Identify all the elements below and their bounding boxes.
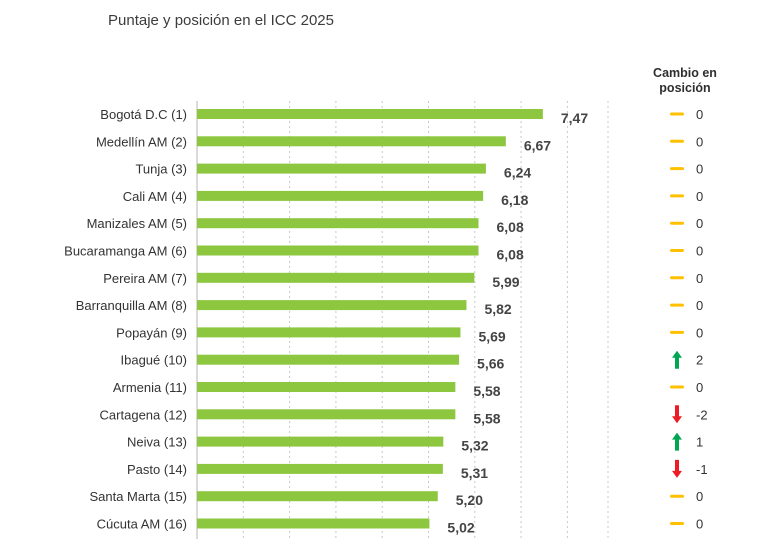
value-label: 6,08: [497, 219, 524, 235]
position-change-value: 0: [696, 107, 703, 122]
value-label: 5,20: [456, 492, 483, 508]
category-label: Bogotá D.C (1): [100, 107, 187, 122]
bar: [197, 109, 543, 119]
bar: [197, 327, 461, 338]
category-label: Tunja (3): [135, 162, 187, 177]
no-change-dash-icon: [670, 330, 684, 334]
position-change-value: 0: [696, 134, 703, 149]
no-change-dash-icon: [670, 194, 684, 198]
no-change-dash-icon: [670, 303, 684, 307]
no-change-dash-icon: [670, 385, 684, 389]
category-label: Manizales AM (5): [87, 216, 187, 231]
bar: [197, 491, 438, 502]
position-change-value: 0: [696, 298, 703, 313]
position-change-value: 0: [696, 216, 703, 231]
no-change-dash-icon: [670, 494, 684, 498]
value-label: 5,02: [447, 520, 474, 536]
bar: [197, 136, 506, 147]
position-change-value: 0: [696, 271, 703, 286]
value-label: 6,67: [524, 137, 551, 153]
position-change-value: 0: [696, 489, 703, 504]
position-change-value: 0: [696, 517, 703, 532]
value-label: 5,32: [461, 438, 488, 454]
category-label: Neiva (13): [127, 435, 187, 450]
value-label: 6,08: [497, 247, 524, 263]
value-label: 5,69: [478, 328, 505, 344]
category-label: Armenia (11): [113, 380, 187, 395]
category-label: Cartagena (12): [100, 407, 187, 422]
bar: [197, 272, 475, 283]
position-change-value: 0: [696, 325, 703, 340]
bar: [197, 436, 444, 447]
category-label: Ibagué (10): [121, 353, 188, 368]
bar: [197, 163, 486, 174]
position-change-value: -2: [696, 407, 708, 422]
bar: [197, 409, 456, 420]
arrow-down-icon: [672, 405, 682, 424]
category-label: Santa Marta (15): [89, 489, 187, 504]
bar: [197, 218, 479, 229]
position-change-value: -1: [696, 462, 708, 477]
category-label: Bucaramanga AM (6): [64, 244, 187, 259]
bar: [197, 382, 456, 392]
category-label: Cúcuta AM (16): [97, 517, 187, 532]
position-change-value: 0: [696, 189, 703, 204]
position-change-value: 0: [696, 244, 703, 259]
value-label: 5,31: [461, 465, 488, 481]
no-change-dash-icon: [670, 112, 684, 116]
value-label: 7,47: [561, 110, 588, 126]
category-label: Barranquilla AM (8): [76, 298, 187, 313]
bar: [197, 300, 467, 311]
value-label: 5,82: [484, 301, 511, 317]
arrow-up-icon: [672, 350, 682, 369]
bar: [197, 245, 479, 256]
no-change-dash-icon: [670, 276, 684, 280]
value-label: 6,18: [501, 192, 528, 208]
bar: [197, 518, 430, 529]
position-change-value: 1: [696, 435, 703, 450]
value-label: 6,24: [504, 165, 531, 181]
category-label: Cali AM (4): [123, 189, 187, 204]
category-label: Popayán (9): [116, 325, 187, 340]
position-change-value: 0: [696, 380, 703, 395]
position-change-header: Cambio en posición: [653, 66, 717, 95]
chart-title: Puntaje y posición en el ICC 2025: [108, 12, 334, 29]
value-label: 5,58: [473, 383, 500, 399]
no-change-dash-icon: [670, 522, 684, 525]
category-label: Medellín AM (2): [96, 134, 187, 149]
bar: [197, 354, 460, 365]
bar: [197, 463, 443, 474]
no-change-dash-icon: [670, 167, 684, 171]
arrow-down-icon: [672, 459, 682, 478]
arrow-up-icon: [672, 432, 682, 451]
no-change-dash-icon: [670, 221, 684, 225]
position-change-value: 0: [696, 162, 703, 177]
category-label: Pereira AM (7): [103, 271, 187, 286]
value-label: 5,99: [492, 274, 519, 290]
bar: [197, 190, 484, 201]
value-label: 5,58: [473, 410, 500, 426]
category-label: Pasto (14): [127, 462, 187, 477]
no-change-dash-icon: [670, 139, 684, 143]
position-change-value: 2: [696, 353, 703, 368]
value-label: 5,66: [477, 356, 504, 372]
no-change-dash-icon: [670, 249, 684, 252]
